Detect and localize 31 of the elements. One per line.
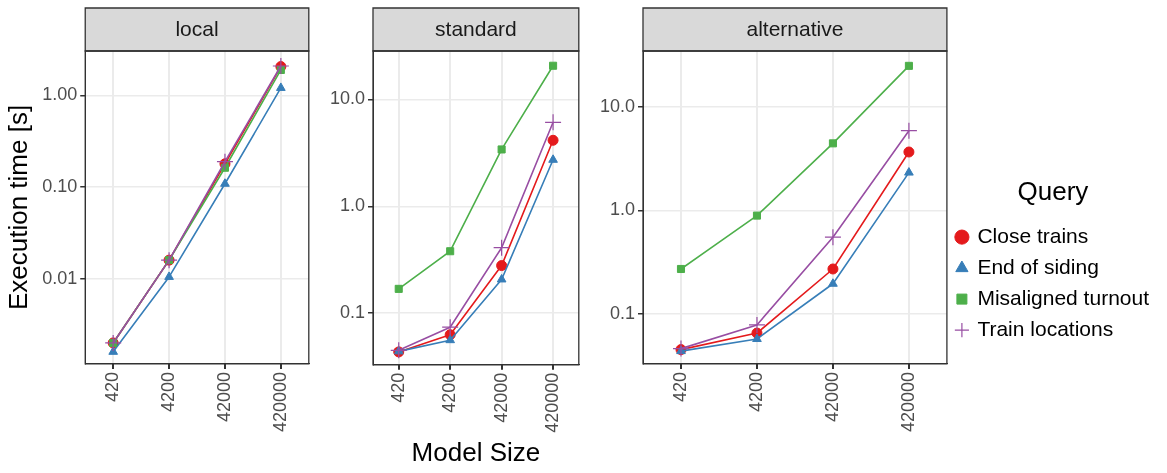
y-axis-title: Execution time [s] [2, 104, 33, 311]
legend-title: Query [1017, 175, 1089, 206]
chart-title: standard [435, 16, 517, 40]
x-tick-label: 420 [387, 372, 408, 403]
x-tick-label: 420000 [897, 371, 918, 433]
y-tick-label: 1.0 [609, 199, 635, 220]
x-axis-title: Model Size [411, 436, 541, 467]
legend-label: End of siding [977, 254, 1099, 278]
x-tick-label: 420000 [542, 372, 563, 433]
x-tick-label: 42000 [490, 372, 511, 423]
x-tick-label: 42000 [821, 371, 842, 422]
legend-label: Close trains [977, 223, 1089, 247]
x-tick-label: 420 [669, 371, 690, 402]
y-tick-label: 0.01 [42, 267, 78, 288]
y-tick-label: 1.0 [339, 195, 365, 216]
y-tick-label: 1.00 [42, 84, 78, 105]
x-tick-label: 4200 [745, 371, 766, 412]
y-tick-label: 10.0 [329, 88, 365, 109]
x-tick-label: 42000 [213, 371, 234, 422]
x-tick-label: 4200 [439, 372, 460, 413]
legend-label: Train locations [977, 316, 1114, 340]
chart-title: alternative [746, 16, 844, 40]
y-tick-label: 10.0 [599, 95, 635, 116]
y-tick-label: 0.10 [42, 176, 78, 197]
x-tick-label: 420000 [269, 371, 290, 433]
x-tick-label: 4200 [158, 371, 179, 412]
chart-title: local [175, 16, 219, 40]
x-tick-label: 420 [102, 371, 123, 402]
y-tick-label: 0.1 [339, 302, 365, 323]
y-tick-label: 0.1 [609, 302, 635, 323]
legend-label: Misaligned turnout [977, 285, 1150, 309]
